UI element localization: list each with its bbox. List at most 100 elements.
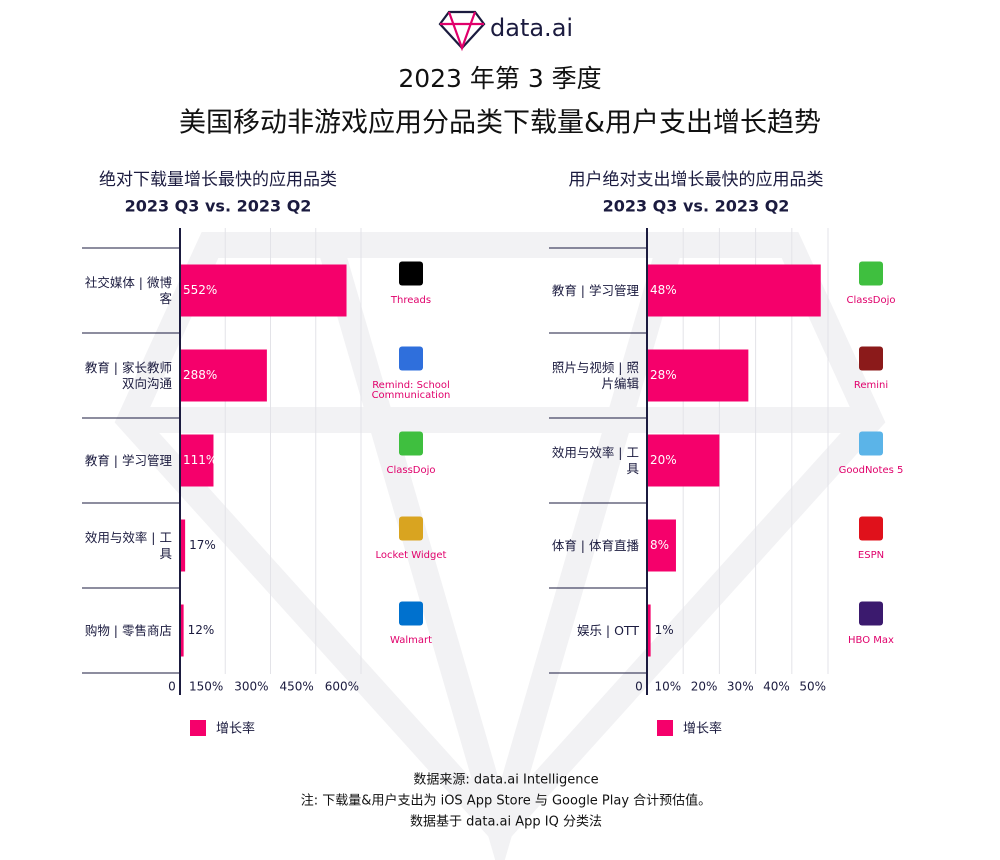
x-tick-label: 30%: [727, 680, 754, 694]
category-label-text: 照片与视频 | 照片编辑: [551, 359, 639, 391]
bar: [647, 434, 720, 487]
value-label: 552%: [183, 283, 217, 297]
value-label: 12%: [188, 623, 215, 637]
main-title: 2023 年第 3 季度: [398, 64, 601, 93]
category-label: 娱乐 | OTT: [549, 588, 639, 673]
category-label: 教育 | 家长教师双向沟通: [82, 333, 172, 418]
category-label: 效用与效率 | 工具: [549, 418, 639, 503]
chart-subtitle: 2023 Q3 vs. 2023 Q2: [125, 197, 312, 216]
app-name: HBO Max: [826, 634, 916, 646]
logo-diamond: [438, 10, 486, 50]
x-tick-label: 50%: [799, 680, 826, 694]
value-label: 20%: [650, 453, 677, 467]
app-icon: [859, 261, 883, 286]
x-tick-label: 450%: [279, 680, 313, 694]
value-label: 17%: [189, 538, 216, 552]
chart-subtitle: 2023 Q3 vs. 2023 Q2: [603, 197, 790, 216]
category-label: 购物 | 零售商店: [82, 588, 172, 673]
app-name-text: Remind: School Communication: [371, 379, 451, 401]
app-name: Locket Widget: [366, 549, 456, 561]
app-name: Walmart: [366, 634, 456, 646]
app-name: Threads: [366, 294, 456, 306]
category-label-text: 教育 | 学习管理: [84, 452, 172, 468]
app-icon: [399, 346, 423, 371]
app-name: ESPN: [826, 549, 916, 561]
app-icon: [399, 431, 423, 456]
category-label-text: 社交媒体 | 微博客: [84, 274, 172, 306]
x-tick-label: 300%: [234, 680, 268, 694]
chart-title: 用户绝对支出增长最快的应用品类: [569, 170, 824, 190]
category-label-text: 效用与效率 | 工具: [84, 529, 172, 561]
app-icon: [859, 601, 883, 626]
category-label-text: 教育 | 学习管理: [551, 282, 639, 298]
x-tick-label: 40%: [763, 680, 790, 694]
footer-line: 数据来源: data.ai Intelligence: [413, 773, 598, 788]
app-name-text: ClassDojo: [386, 464, 436, 476]
app-icon: [399, 601, 423, 626]
app-name-text: HBO Max: [848, 634, 894, 646]
value-label: 1%: [655, 623, 674, 637]
bar: [647, 519, 676, 572]
legend-swatch: [190, 720, 206, 736]
main-subtitle: 美国移动非游戏应用分品类下载量&用户支出增长趋势: [179, 108, 821, 139]
value-label: 111%: [183, 453, 217, 467]
category-label-text: 效用与效率 | 工具: [551, 444, 639, 476]
bar: [180, 264, 347, 317]
category-label-text: 教育 | 家长教师双向沟通: [84, 359, 172, 391]
x-tick-label: 0: [168, 680, 176, 694]
category-label: 照片与视频 | 照片编辑: [549, 333, 639, 418]
x-tick-label: 150%: [189, 680, 223, 694]
category-label: 教育 | 学习管理: [82, 418, 172, 503]
footer-line: 注: 下载量&用户支出为 iOS App Store 与 Google Play…: [301, 793, 711, 809]
value-label: 48%: [650, 283, 677, 297]
x-tick-label: 0: [635, 680, 643, 694]
bar: [647, 264, 821, 317]
legend-label: 增长率: [216, 721, 255, 737]
app-name: ClassDojo: [366, 464, 456, 476]
app-name-text: ESPN: [857, 549, 885, 561]
bar: [647, 349, 749, 402]
app-name-text: Threads: [390, 294, 432, 306]
app-name-text: Walmart: [389, 634, 433, 646]
bar: [180, 604, 184, 657]
bar: [180, 349, 267, 402]
value-label: 288%: [183, 368, 217, 382]
bar: [180, 434, 214, 487]
app-name: ClassDojo: [826, 294, 916, 306]
category-label-text: 购物 | 零售商店: [84, 622, 172, 638]
app-icon: [859, 431, 883, 456]
category-label: 教育 | 学习管理: [549, 248, 639, 333]
brand: data.ai: [490, 14, 573, 42]
x-tick-label: 600%: [325, 680, 359, 694]
app-icon: [859, 516, 883, 541]
category-label-text: 娱乐 | OTT: [576, 622, 639, 638]
category-label: 社交媒体 | 微博客: [82, 248, 172, 333]
watermark-diamond: [114, 232, 886, 850]
app-name-text: Locket Widget: [375, 549, 447, 561]
footer-line: 数据基于 data.ai App IQ 分类法: [410, 815, 602, 830]
x-tick-label: 10%: [655, 680, 682, 694]
bar: [180, 519, 186, 572]
app-icon: [859, 346, 883, 371]
chart-title: 绝对下载量增长最快的应用品类: [99, 170, 337, 190]
app-name: Remind: School Communication: [366, 379, 456, 401]
watermark: [114, 232, 886, 860]
x-tick-label: 20%: [691, 680, 718, 694]
value-label: 8%: [650, 538, 669, 552]
category-label: 效用与效率 | 工具: [82, 503, 172, 588]
value-label: 28%: [650, 368, 677, 382]
legend-label: 增长率: [683, 721, 722, 737]
app-name: Remini: [826, 379, 916, 391]
legend-swatch: [657, 720, 673, 736]
bar: [647, 604, 651, 657]
app-icon: [399, 261, 423, 286]
app-name-text: Remini: [853, 379, 889, 391]
logo-line: [447, 11, 477, 52]
app-name-text: ClassDojo: [846, 294, 896, 306]
app-icon: [399, 516, 423, 541]
app-name-text: GoodNotes 5: [838, 464, 904, 476]
watermark-line: [317, 241, 683, 860]
app-name: GoodNotes 5: [826, 464, 916, 476]
